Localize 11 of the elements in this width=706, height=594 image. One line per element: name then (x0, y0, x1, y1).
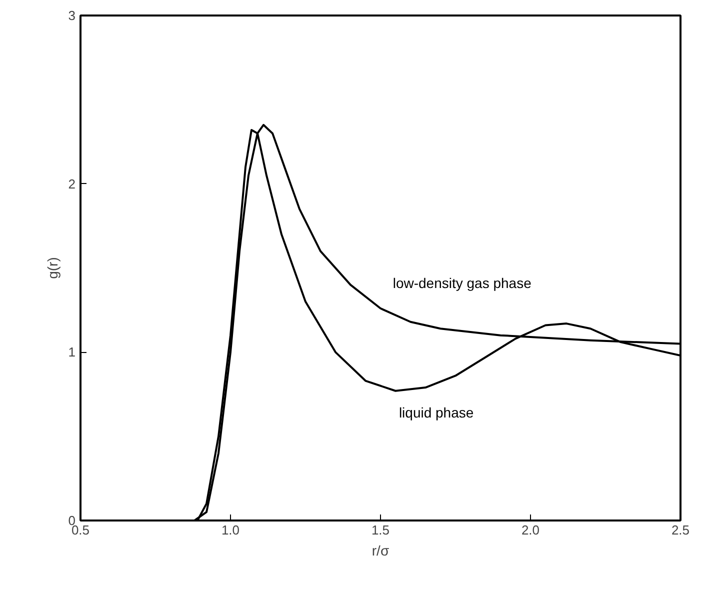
x-tick-label: 2.5 (671, 522, 690, 538)
y-axis-title: g(r) (44, 257, 60, 279)
x-tick-label: 1.5 (371, 522, 390, 538)
y-tick-label: 2 (68, 176, 76, 192)
y-tick-label: 3 (68, 8, 76, 23)
x-tick-label: 1.0 (221, 522, 240, 538)
series-label: low-density gas phase (392, 275, 532, 292)
series-label: liquid phase (398, 404, 474, 420)
x-tick-label: 2.0 (521, 522, 540, 538)
y-tick-label: 1 (68, 344, 76, 360)
x-axis-title: r/σ (372, 542, 390, 558)
